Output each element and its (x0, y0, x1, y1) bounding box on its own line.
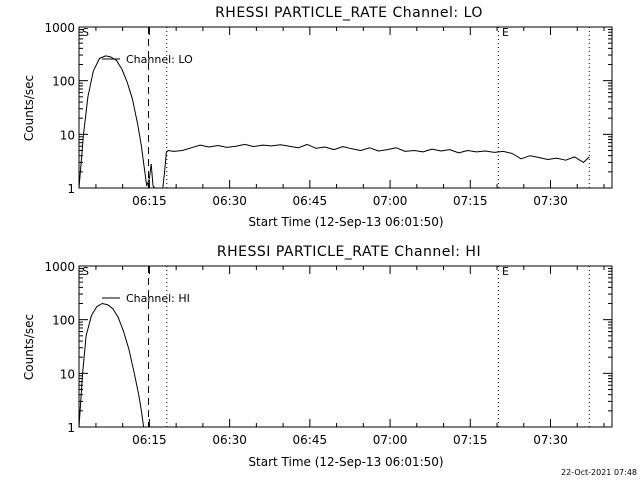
y-tick-label: 1 (67, 182, 75, 196)
end-marker-label-hi: E (502, 265, 509, 278)
x-axis-label-hi: Start Time (12-Sep-13 06:01:50) (248, 455, 443, 469)
x-tick-label: 06:15 (132, 194, 167, 208)
y-axis-label-hi: Counts/sec (22, 314, 36, 380)
x-tick-label: 07:00 (373, 194, 408, 208)
series-line (78, 303, 145, 428)
x-tick-label: 06:30 (212, 433, 247, 447)
x-tick-label: 06:45 (293, 194, 328, 208)
y-axis-ticks-lo: 1 10 100 1000 (44, 21, 612, 196)
y-tick-label: 1000 (44, 260, 75, 274)
series-line (150, 143, 590, 189)
x-tick-label: 07:15 (453, 433, 488, 447)
y-tick-label: 100 (52, 314, 75, 328)
time-markers-lo (148, 27, 590, 188)
series-lines-lo (78, 55, 590, 189)
end-marker-label-lo: E (502, 26, 509, 39)
start-marker-label-lo: S (82, 26, 89, 39)
time-markers-hi (148, 266, 590, 427)
x-axis-ticks-lo: 06:15 06:30 06:45 07:00 07:15 07:30 (95, 27, 605, 208)
x-tick-label: 06:30 (212, 194, 247, 208)
y-tick-label: 100 (52, 75, 75, 89)
x-tick-label: 07:30 (533, 433, 568, 447)
y-tick-label: 10 (60, 367, 75, 381)
series-lines-hi (78, 303, 145, 428)
chart-title-lo: RHESSI PARTICLE_RATE Channel: LO (215, 5, 483, 21)
x-axis-label-lo: Start Time (12-Sep-13 06:01:50) (248, 215, 443, 229)
x-tick-label: 07:00 (373, 433, 408, 447)
legend-label-lo: Channel: LO (126, 53, 193, 66)
generated-timestamp: 22-Oct-2021 07:48 (561, 468, 637, 477)
x-tick-label: 06:45 (293, 433, 328, 447)
chart-panel-lo: RHESSI PARTICLE_RATE Channel: LO 1101001… (22, 5, 613, 229)
x-tick-label: 07:15 (453, 194, 488, 208)
legend-label-hi: Channel: HI (126, 292, 190, 305)
chart-panel-hi: RHESSI PARTICLE_RATE Channel: HI 1101001… (22, 244, 613, 469)
chart-title-hi: RHESSI PARTICLE_RATE Channel: HI (217, 244, 481, 260)
x-axis-ticks-hi: 06:15 06:30 06:45 07:00 07:15 07:30 (95, 266, 605, 447)
y-axis-label-lo: Counts/sec (22, 75, 36, 141)
plot-frame-hi (78, 265, 613, 428)
series-line (78, 55, 152, 189)
x-tick-label: 07:30 (533, 194, 568, 208)
y-tick-label: 1000 (44, 21, 75, 35)
start-marker-label-hi: S (82, 265, 89, 278)
plot-frame-lo (78, 26, 613, 189)
x-tick-label: 06:15 (132, 433, 167, 447)
y-axis-ticks-hi: 1 10 100 1000 (44, 260, 612, 435)
y-tick-label: 1 (67, 421, 75, 435)
y-tick-label: 10 (60, 128, 75, 142)
